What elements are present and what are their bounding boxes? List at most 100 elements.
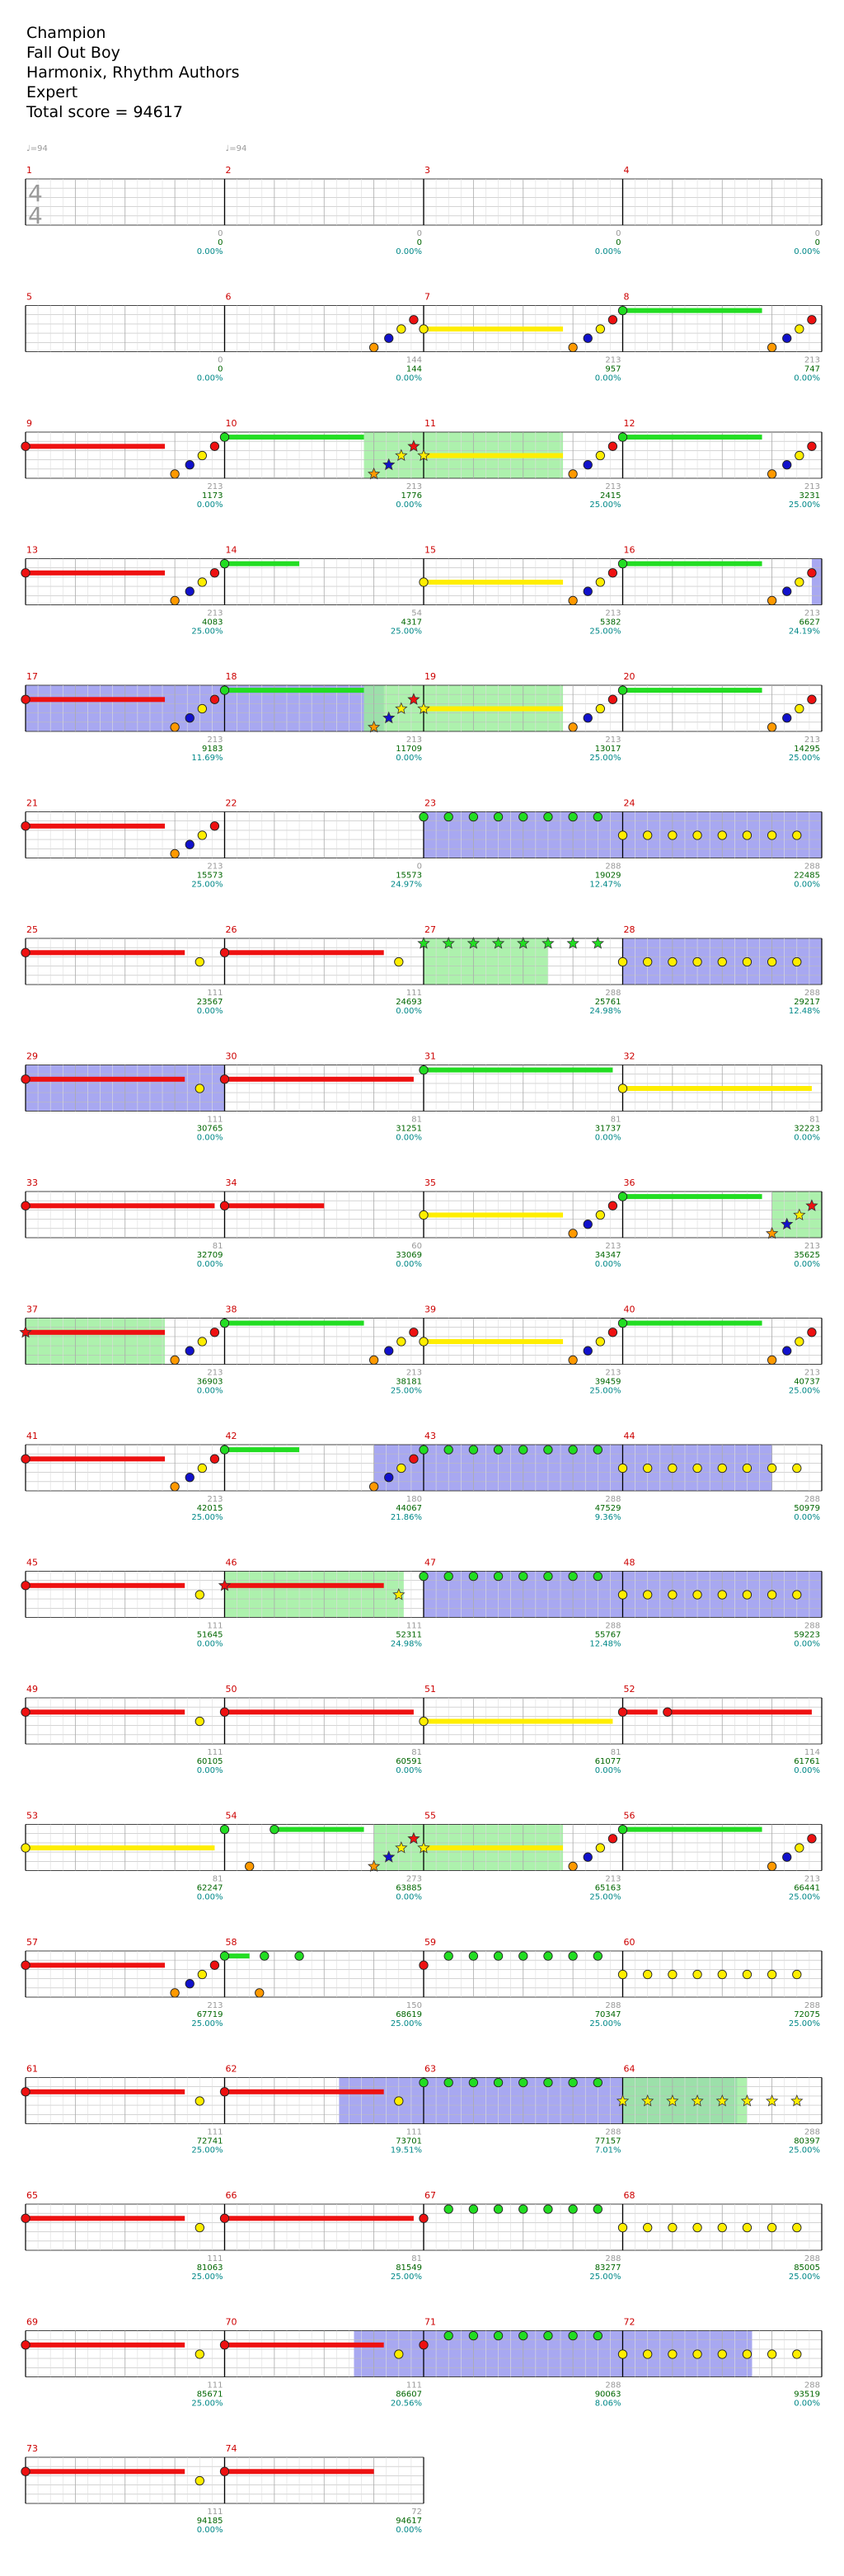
note-Y bbox=[767, 2222, 777, 2233]
artist-name: Fall Out Boy bbox=[26, 44, 120, 62]
note-R bbox=[219, 1201, 230, 1210]
overdrive-percent: 0.00% bbox=[396, 501, 422, 510]
note-G bbox=[219, 1824, 230, 1835]
overdrive-percent: 25.00% bbox=[789, 501, 820, 510]
note-O bbox=[368, 342, 379, 353]
note-O bbox=[767, 595, 777, 606]
beat-count: 54 bbox=[411, 609, 422, 618]
measure-number: 74 bbox=[226, 2443, 237, 2454]
note-O bbox=[568, 342, 578, 353]
note-R bbox=[607, 315, 618, 325]
note-B bbox=[782, 1852, 792, 1862]
beat-count: 213 bbox=[207, 2001, 223, 2010]
measure-38 bbox=[219, 1318, 424, 1366]
note-G bbox=[493, 2330, 504, 2341]
note-Y bbox=[767, 957, 777, 967]
note-Y bbox=[195, 2096, 204, 2106]
measure-67 bbox=[419, 2203, 624, 2251]
measure-7 bbox=[419, 305, 624, 353]
measure-68 bbox=[617, 2203, 823, 2251]
note-R bbox=[209, 821, 220, 831]
note-Y bbox=[692, 2349, 702, 2359]
measure-score: 25761 bbox=[595, 998, 621, 1007]
note-R bbox=[807, 568, 817, 578]
measure-score: 85671 bbox=[197, 2390, 223, 2400]
measure-score: 36903 bbox=[197, 1378, 223, 1387]
star-note-B bbox=[382, 458, 396, 471]
overdrive-percent: 0.00% bbox=[794, 2400, 820, 2409]
measure-number: 34 bbox=[226, 1178, 237, 1188]
note-Y bbox=[692, 830, 702, 840]
overdrive-percent: 24.97% bbox=[391, 881, 422, 890]
beat-count: 111 bbox=[207, 1116, 223, 1125]
measure-score: 65163 bbox=[595, 1884, 621, 1893]
note-Y bbox=[668, 957, 678, 967]
measure-number: 25 bbox=[26, 924, 38, 935]
overdrive-percent: 0.00% bbox=[794, 1260, 820, 1269]
measure-score: 1776 bbox=[401, 491, 422, 501]
beat-count: 111 bbox=[207, 2381, 223, 2390]
note-G bbox=[219, 432, 230, 442]
measure-number: 38 bbox=[226, 1304, 237, 1315]
note-R bbox=[219, 2466, 230, 2476]
overdrive-region bbox=[354, 2330, 424, 2377]
sustain-Y bbox=[424, 327, 564, 331]
note-R bbox=[21, 947, 30, 957]
note-Y bbox=[396, 1463, 406, 1474]
measure-score: 24693 bbox=[396, 998, 422, 1007]
beat-count: 111 bbox=[207, 2128, 223, 2137]
note-G bbox=[468, 1445, 479, 1455]
overdrive-percent: 25.00% bbox=[789, 2019, 820, 2028]
note-G bbox=[568, 2204, 578, 2214]
note-Y bbox=[617, 1969, 628, 1980]
measure-number: 14 bbox=[226, 545, 237, 556]
beat-count: 213 bbox=[804, 1242, 820, 1251]
overdrive-percent: 25.00% bbox=[789, 754, 820, 763]
overdrive-percent: 0.00% bbox=[197, 1387, 223, 1396]
overdrive-percent: 0.00% bbox=[396, 1766, 422, 1775]
measure-17 bbox=[21, 684, 226, 732]
measure-score: 9183 bbox=[202, 745, 223, 754]
measure-number: 9 bbox=[26, 418, 32, 429]
note-R bbox=[419, 2213, 429, 2223]
overdrive-percent: 24.98% bbox=[391, 1640, 422, 1649]
measure-43 bbox=[419, 1444, 624, 1492]
beat-count: 111 bbox=[406, 989, 422, 998]
measure-31 bbox=[419, 1065, 624, 1112]
note-B bbox=[384, 1473, 394, 1483]
note-G bbox=[518, 2204, 528, 2214]
note-Y bbox=[767, 2349, 777, 2359]
measure-score: 55767 bbox=[595, 1631, 621, 1640]
star-note-G bbox=[566, 937, 579, 949]
star-note-R bbox=[407, 440, 420, 452]
measure-number: 70 bbox=[226, 2317, 237, 2328]
note-Y bbox=[795, 1843, 804, 1853]
beat-count: 288 bbox=[605, 2381, 621, 2390]
note-B bbox=[583, 460, 593, 470]
measure-40 bbox=[617, 1318, 823, 1366]
note-Y bbox=[742, 1590, 753, 1600]
overdrive-percent: 25.00% bbox=[789, 2146, 820, 2155]
measure-score: 38181 bbox=[396, 1378, 422, 1387]
overdrive-percent: 25.00% bbox=[191, 2019, 223, 2028]
measure-61 bbox=[21, 2077, 226, 2124]
measure-number: 26 bbox=[226, 924, 237, 935]
note-Y bbox=[792, 1590, 802, 1600]
note-R bbox=[607, 1834, 618, 1844]
note-Y bbox=[643, 830, 653, 840]
sustain-R bbox=[224, 2216, 414, 2221]
overdrive-region bbox=[339, 2077, 424, 2124]
overdrive-percent: 12.47% bbox=[589, 881, 621, 890]
time-signature-top: 4 bbox=[28, 180, 43, 207]
measure-score: 31251 bbox=[396, 1125, 422, 1134]
note-R bbox=[419, 2340, 429, 2350]
sustain-R bbox=[224, 2469, 374, 2475]
overdrive-percent: 0.00% bbox=[794, 1766, 820, 1775]
note-R bbox=[21, 1707, 30, 1717]
star-note-Y bbox=[616, 2094, 630, 2107]
note-Y bbox=[595, 577, 605, 587]
sustain-R bbox=[26, 444, 166, 449]
measure-number: 40 bbox=[624, 1304, 635, 1315]
measure-10 bbox=[219, 431, 424, 479]
